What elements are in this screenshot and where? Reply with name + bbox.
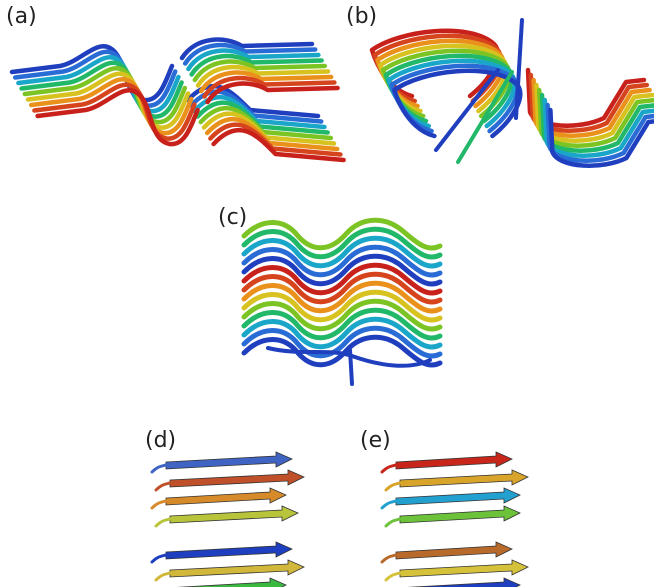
fibril-layer <box>241 325 443 359</box>
strand-tail <box>380 553 398 564</box>
beta-strand-arrow <box>395 451 513 470</box>
fibril-layer <box>241 307 443 341</box>
beta-strand-arrow <box>176 577 287 587</box>
ribbon-strand <box>434 68 500 152</box>
fibril-layer <box>241 298 443 332</box>
beta-strand-arrow <box>406 577 521 587</box>
strand-tail <box>380 463 398 474</box>
strand-tail <box>384 517 402 528</box>
beta-strand-arrow <box>395 541 513 560</box>
beta-strand-arrow <box>165 451 293 470</box>
strand-tail <box>150 553 168 564</box>
panel-c-ribbon-stack <box>241 217 443 386</box>
fibril-layer <box>241 271 443 305</box>
panel-d-strand-stack <box>150 451 305 587</box>
fibril-layer <box>241 253 443 287</box>
beta-strand-arrow <box>165 487 287 506</box>
fibril-layer <box>241 217 443 251</box>
beta-strand-arrow <box>169 505 299 524</box>
panel-e-strand-stack <box>380 451 529 587</box>
panel-a-ribbon-stack <box>9 37 346 163</box>
fibril-layer <box>241 280 443 314</box>
fibril-layer <box>241 334 443 368</box>
ribbon-strand <box>514 18 524 120</box>
ribbon-layer <box>35 88 200 147</box>
fibril-layer <box>241 226 443 260</box>
panel-b-ribbon-stack <box>369 18 654 168</box>
beta-strand-arrow <box>399 469 529 488</box>
strand-tail <box>154 517 172 528</box>
beta-strand-arrow <box>169 469 305 488</box>
beta-strand-arrow <box>399 559 529 578</box>
fibril-layer <box>241 244 443 278</box>
ribbon-layer <box>392 68 523 139</box>
strand-tail <box>154 571 172 582</box>
ribbon-layer <box>205 81 346 163</box>
strand-tail <box>384 571 402 582</box>
panel-label-c: (c) <box>218 205 248 230</box>
ribbon-layer <box>548 107 654 168</box>
strand-tail <box>380 499 398 510</box>
fibril-layer <box>241 289 443 323</box>
beta-strand-arrow <box>399 505 521 524</box>
strand-tail <box>154 481 172 492</box>
beta-strand-arrow <box>165 541 293 560</box>
fibril-layer <box>241 262 443 296</box>
strand-tail <box>150 499 168 510</box>
beta-strand-arrow <box>395 487 521 506</box>
panel-label-d: (d) <box>145 428 177 453</box>
ribbon-strand <box>456 70 514 164</box>
strand-tail <box>384 481 402 492</box>
panel-label-b: (b) <box>346 4 378 29</box>
strand-tail <box>150 463 168 474</box>
fibril-tail <box>348 348 354 386</box>
panel-label-e: (e) <box>360 428 391 453</box>
fibril-layer <box>241 316 443 350</box>
beta-strand-arrow <box>169 559 305 578</box>
panel-label-a: (a) <box>6 4 37 29</box>
fibril-layer <box>241 235 443 269</box>
